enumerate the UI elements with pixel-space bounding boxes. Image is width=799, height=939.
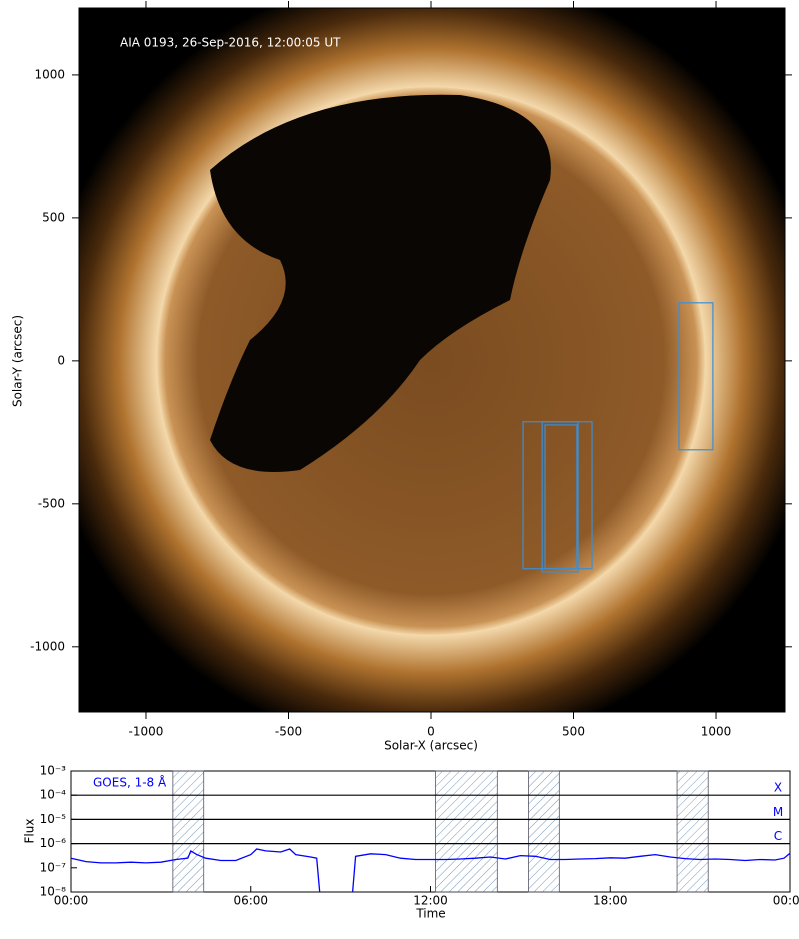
threshold-label: X [774, 781, 782, 795]
region-box [541, 421, 579, 573]
region-box [544, 424, 578, 570]
x-tick-label: 500 [562, 725, 585, 739]
x-tick-label: -1000 [129, 725, 164, 739]
shaded-span [172, 770, 205, 893]
x-axis-label: Solar-X (arcsec) [384, 739, 478, 753]
y-tick-label: -500 [38, 496, 65, 510]
flux-line [70, 848, 791, 893]
y-tick-label: 0 [57, 353, 65, 367]
y-tick-label: 10⁻⁵ [40, 812, 67, 826]
y-tick-label: 10⁻⁶ [40, 836, 67, 850]
y-tick-label: 10⁻⁸ [40, 885, 67, 899]
y-tick-label: -1000 [30, 639, 65, 653]
x-tick-label: 1000 [701, 725, 732, 739]
threshold-label: M [773, 805, 783, 819]
x-axis-label: Time [415, 907, 445, 921]
x-tick-label: 00:00 [54, 894, 89, 908]
x-tick-label: 0 [427, 725, 435, 739]
y-tick-label: 10⁻³ [40, 764, 67, 778]
y-tick-label: 500 [42, 210, 65, 224]
x-tick-label: 06:00 [233, 894, 268, 908]
shaded-span [528, 770, 560, 893]
solar-image [79, 8, 785, 712]
y-tick-label: 1000 [34, 67, 65, 81]
shaded-span [676, 770, 709, 893]
y-axis-label: Flux [23, 819, 37, 844]
plot-frame [78, 7, 786, 713]
x-tick-label: 18:00 [593, 894, 628, 908]
y-tick-label: 10⁻⁴ [40, 788, 67, 802]
x-tick-label: 12:00 [413, 894, 448, 908]
x-tick-label: 00:00 [773, 894, 799, 908]
annotation: AIA 0193, 26-Sep-2016, 12:00:05 UT [120, 36, 341, 50]
threshold-label: C [774, 829, 782, 843]
legend-label: GOES, 1-8 Å [93, 775, 167, 790]
shaded-span [435, 770, 498, 893]
region-box [678, 302, 714, 451]
y-tick-label: 10⁻⁷ [40, 860, 67, 874]
x-tick-label: -500 [275, 725, 302, 739]
y-axis-label: Solar-Y (arcsec) [11, 315, 25, 407]
